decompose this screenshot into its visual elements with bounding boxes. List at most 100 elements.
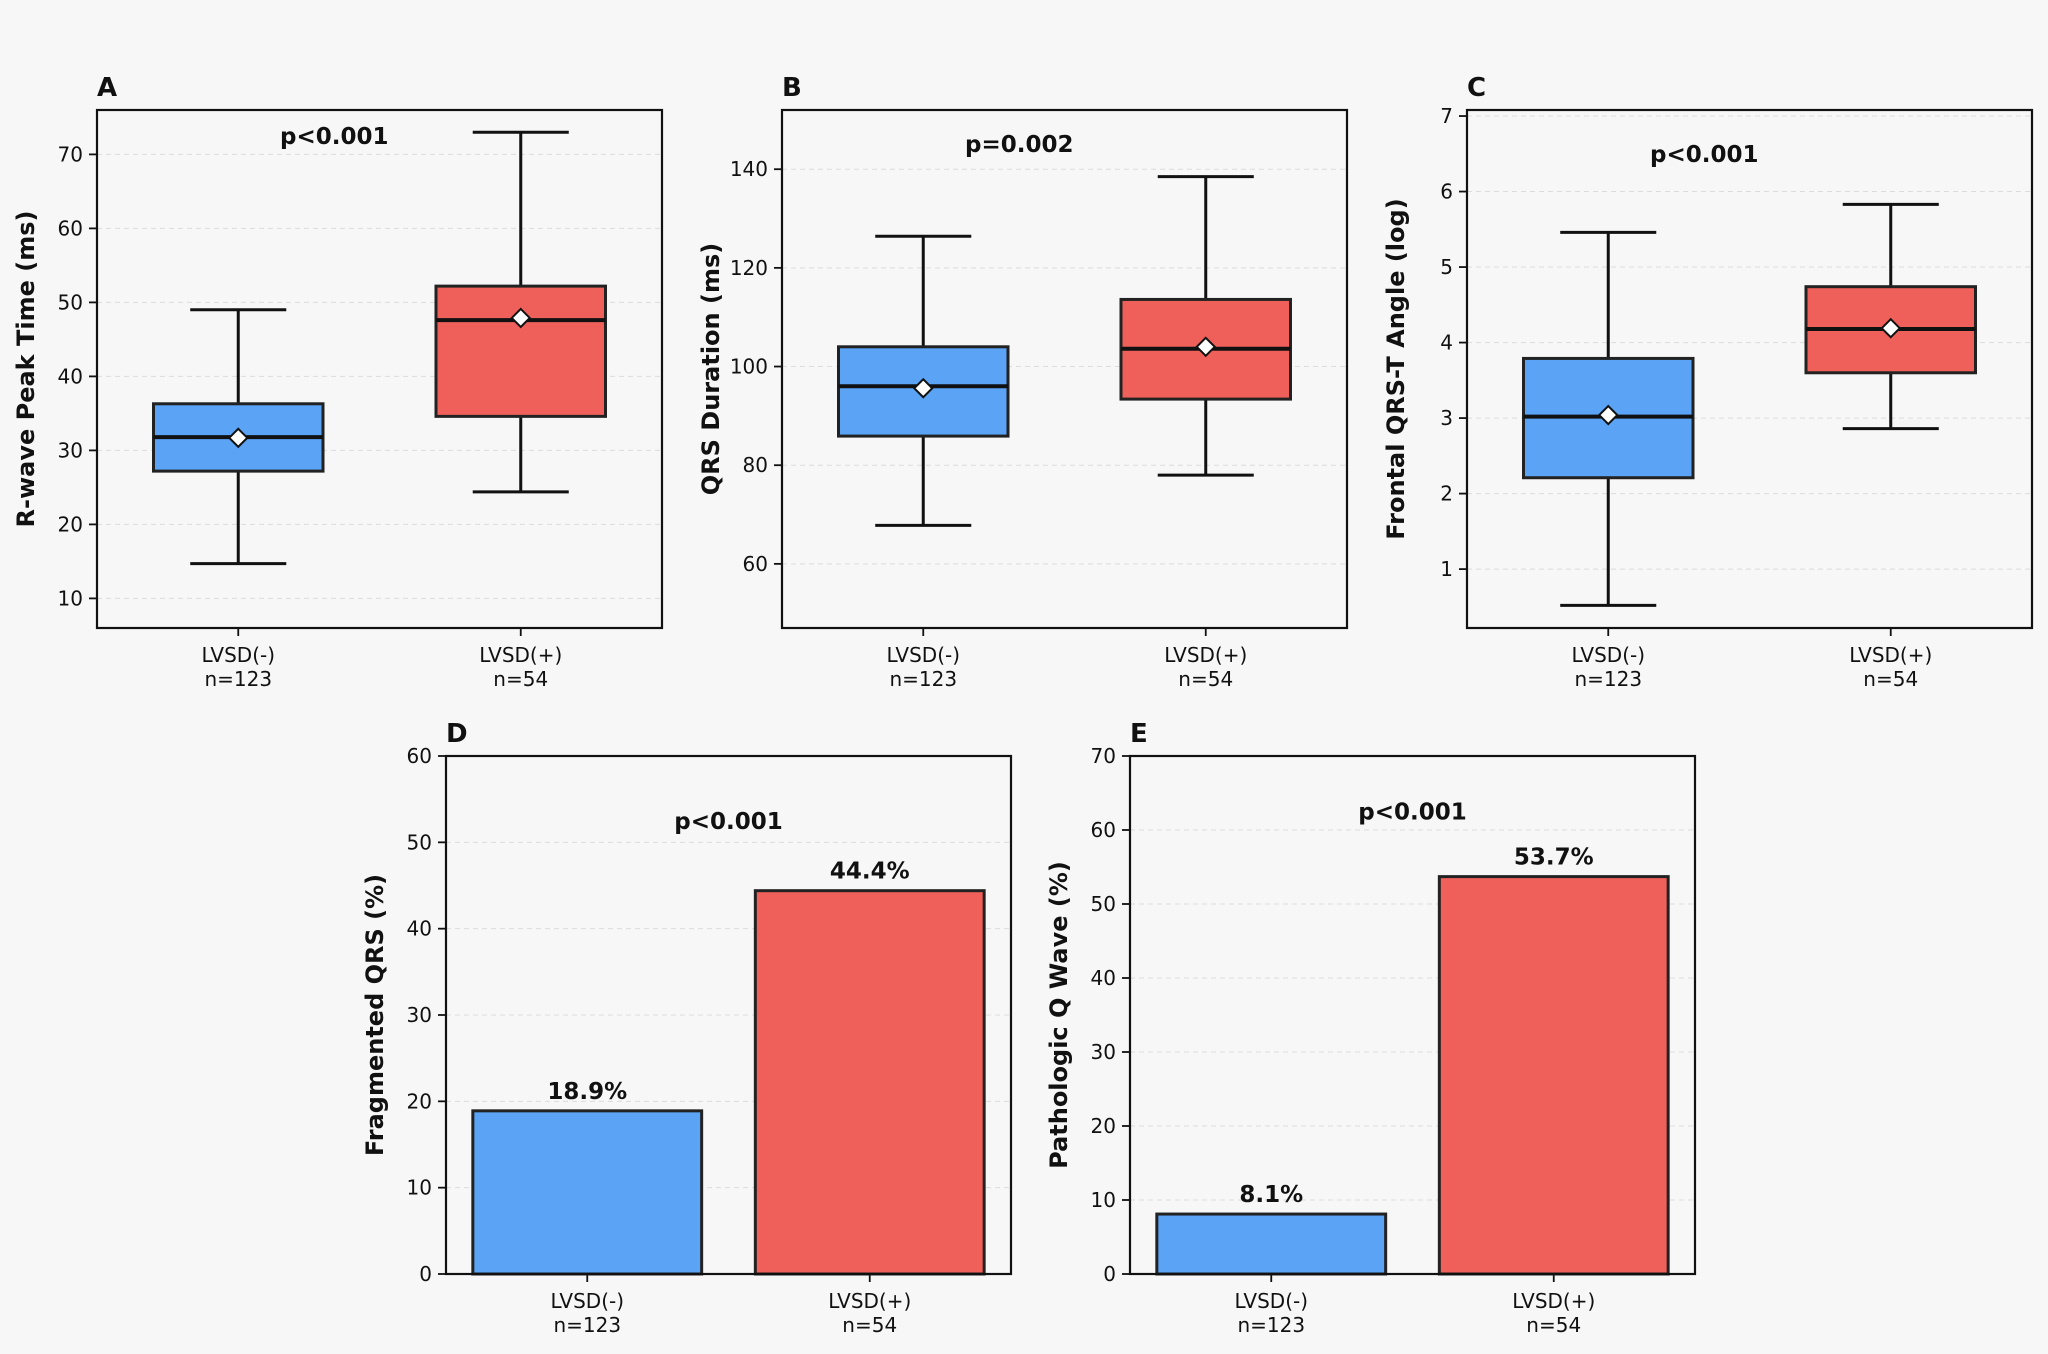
y-tick-label: 6 (1440, 180, 1453, 204)
y-tick-label: 80 (743, 453, 768, 477)
x-tick-n-label: n=54 (1526, 1313, 1581, 1337)
y-tick-label: 30 (58, 438, 83, 462)
p-value-label: p<0.001 (1650, 142, 1759, 168)
x-tick-label: LVSD(-) (1234, 1289, 1308, 1313)
y-tick-label: 40 (58, 364, 83, 388)
y-tick-label: 3 (1440, 406, 1453, 430)
plot-frame (444, 754, 1013, 1276)
x-tick-label: LVSD(-) (1571, 643, 1645, 667)
x-tick-label: LVSD(-) (201, 643, 275, 667)
y-tick-label: 60 (743, 552, 768, 576)
x-tick-n-label: n=123 (1237, 1313, 1305, 1337)
y-tick-label: 20 (58, 512, 83, 536)
panel-letter: B (782, 73, 802, 103)
x-tick-n-label: n=123 (204, 667, 272, 691)
box-group-negative (152, 308, 325, 566)
y-tick-label: 5 (1440, 255, 1453, 279)
y-tick-label: 50 (58, 290, 83, 314)
panel-letter: E (1130, 719, 1148, 749)
y-tick-label: 20 (407, 1089, 432, 1113)
panel-a: 10 20 30 40 50 60 70 A R-wave Peak Time (ms) LVSD… (12, 73, 664, 691)
x-tick-label: LVSD(+) (1849, 643, 1932, 667)
panel-letter: A (97, 73, 117, 103)
x-tick-label: LVSD(+) (1512, 1289, 1595, 1313)
panel-c: 1 2 3 4 5 6 7C Frontal QRS-T Angle (log) LVSD(-)… (1382, 73, 2034, 691)
y-tick-label: 50 (407, 830, 432, 854)
bar-negative (471, 1109, 704, 1276)
y-tick-label: 4 (1440, 331, 1453, 355)
plot-frame (1465, 108, 2034, 630)
box-group-positive (434, 130, 607, 494)
y-axis-title: R-wave Peak Time (ms) (12, 211, 40, 528)
y-axis-title: Fragmented QRS (%) (361, 874, 389, 1156)
bar-positive (1437, 875, 1670, 1276)
mean-marker (227, 427, 249, 449)
y-tick-label: 40 (407, 917, 432, 941)
bar-negative (1155, 1212, 1388, 1276)
box-group-positive (1119, 175, 1292, 477)
y-axis-title: Frontal QRS-T Angle (log) (1382, 198, 1410, 539)
y-tick-label: 30 (1091, 1040, 1116, 1064)
y-tick-label: 7 (1440, 104, 1453, 128)
p-value-label: p<0.001 (1358, 800, 1467, 826)
y-tick-label: 40 (1091, 966, 1116, 990)
box-group-negative (837, 234, 1010, 527)
x-tick-n-label: n=54 (1863, 667, 1918, 691)
mean-marker (1880, 317, 1902, 339)
x-tick-label: LVSD(+) (479, 643, 562, 667)
y-tick-label: 10 (1091, 1188, 1116, 1212)
y-tick-label: 10 (407, 1176, 432, 1200)
box-group-negative (1522, 230, 1695, 607)
x-tick-label: LVSD(+) (1164, 643, 1247, 667)
x-tick-n-label: n=54 (1178, 667, 1233, 691)
iqr-box (434, 284, 607, 418)
panel-letter: D (446, 719, 468, 749)
x-tick-n-label: n=123 (1574, 667, 1642, 691)
mean-marker (912, 377, 934, 399)
x-tick-n-label: n=123 (889, 667, 957, 691)
mean-marker (510, 307, 532, 329)
mean-marker (1195, 336, 1217, 358)
x-tick-label: LVSD(-) (886, 643, 960, 667)
y-axis-title: Pathologic Q Wave (%) (1045, 861, 1073, 1169)
y-tick-label: 100 (730, 355, 768, 379)
box-group-positive (1804, 202, 1977, 431)
panel-e: 0 10 20 30 40 50 60 70 E Pathologic Q Wave (%) LVS… (1045, 719, 1697, 1337)
y-tick-label: 10 (58, 586, 83, 610)
y-tick-label: 140 (730, 157, 768, 181)
y-axis-title: QRS Duration (ms) (697, 243, 725, 495)
y-tick-label: 60 (1091, 818, 1116, 842)
plot-frame (95, 108, 664, 630)
y-tick-label: 2 (1440, 482, 1453, 506)
bar-value-label: 44.4% (830, 859, 910, 885)
plot-frame (780, 108, 1349, 630)
y-tick-label: 0 (1103, 1262, 1116, 1286)
bar-value-label: 53.7% (1514, 845, 1594, 871)
x-tick-label: LVSD(+) (828, 1289, 911, 1313)
bar-value-label: 18.9% (547, 1079, 627, 1105)
y-tick-label: 70 (1091, 744, 1116, 768)
y-tick-label: 30 (407, 1003, 432, 1027)
mean-marker (1597, 404, 1619, 426)
y-tick-label: 120 (730, 256, 768, 280)
bar-value-label: 8.1% (1239, 1182, 1303, 1208)
p-value-label: p=0.002 (965, 132, 1074, 158)
panel-letter: C (1467, 73, 1486, 103)
y-tick-label: 20 (1091, 1114, 1116, 1138)
x-tick-label: LVSD(-) (550, 1289, 624, 1313)
y-tick-label: 70 (58, 142, 83, 166)
y-tick-label: 60 (58, 216, 83, 240)
bar-positive (753, 889, 986, 1276)
p-value-label: p<0.001 (674, 809, 783, 835)
x-tick-n-label: n=123 (553, 1313, 621, 1337)
plot-frame (1128, 754, 1697, 1276)
x-tick-n-label: n=54 (842, 1313, 897, 1337)
p-value-label: p<0.001 (280, 124, 389, 150)
x-tick-n-label: n=54 (493, 667, 548, 691)
y-tick-label: 0 (419, 1262, 432, 1286)
y-tick-label: 50 (1091, 892, 1116, 916)
y-tick-label: 60 (407, 744, 432, 768)
